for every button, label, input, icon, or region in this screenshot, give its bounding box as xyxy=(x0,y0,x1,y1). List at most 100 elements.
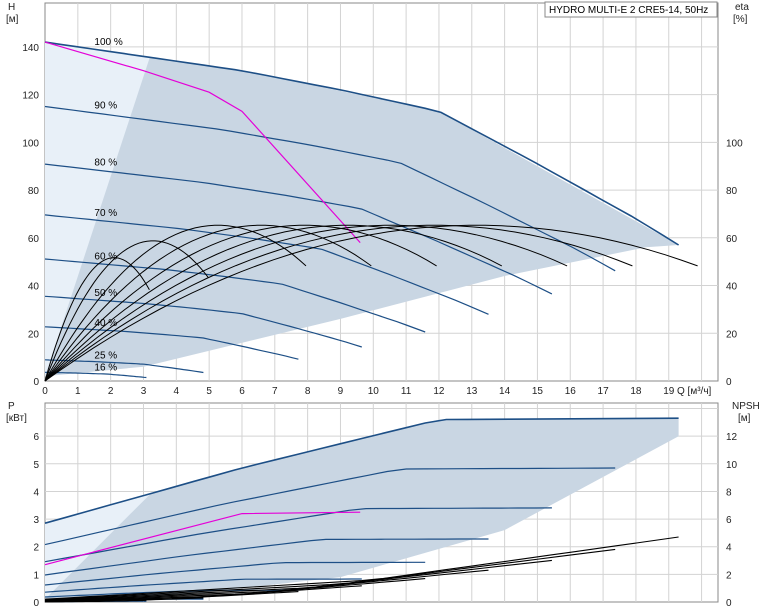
x-tick-label: 0 xyxy=(42,386,48,397)
head-curve-80 xyxy=(44,163,553,295)
y-axis-npsh-unit: [м] xyxy=(738,413,751,424)
npsh-curve-100 xyxy=(44,536,679,600)
efficiency-curves xyxy=(44,224,698,382)
npsh-tick-label: 6 xyxy=(726,515,732,526)
eta-curve-80 xyxy=(44,224,568,382)
power-curve-50 xyxy=(44,578,362,593)
y-axis-npsh-label: NPSH xyxy=(732,401,760,412)
y-tick-label: 40 xyxy=(28,282,40,293)
npsh-tick-label: 12 xyxy=(726,432,738,443)
head-curve-100 xyxy=(44,41,680,246)
eta-curve-16 xyxy=(44,257,150,382)
eta-tick-label: 0 xyxy=(726,377,732,388)
x-tick-label: 8 xyxy=(305,386,311,397)
p-tick-label: 2 xyxy=(33,543,39,554)
eta-tick-label: 60 xyxy=(726,234,738,245)
speed-label: 70 % xyxy=(94,208,117,219)
x-tick-label: 6 xyxy=(239,386,245,397)
y-axis-h-unit: [м] xyxy=(6,14,19,25)
y-tick-label: 120 xyxy=(22,91,39,102)
eta-curve-90 xyxy=(44,224,633,382)
p-tick-label: 3 xyxy=(33,515,39,526)
power-curves xyxy=(44,417,679,603)
x-tick-label: 1 xyxy=(75,386,81,397)
power-curve-80 xyxy=(44,507,552,563)
speed-labels: 100 % 90 % 80 % 70 % 60 % 50 % 40 % 25 %16 % xyxy=(94,37,122,373)
speed-label: 40 % xyxy=(94,318,117,329)
npsh-curve-16 xyxy=(45,599,147,603)
eta-curve-40 xyxy=(44,224,307,382)
x-tick-label: 11 xyxy=(401,386,412,397)
speed-label: 60 % xyxy=(94,251,117,262)
x-tick-label: 10 xyxy=(368,386,380,397)
head-curve-16 xyxy=(44,371,147,379)
eta-curve-70 xyxy=(44,224,503,382)
p-tick-label: 5 xyxy=(33,460,39,471)
npsh-tick-label: 8 xyxy=(726,487,732,498)
y-tick-label: 140 xyxy=(22,43,39,54)
speed-label: 50 % xyxy=(94,288,117,299)
y-axis-eta-label: eta xyxy=(735,2,749,13)
x-tick-label: 19 xyxy=(663,386,675,397)
eta-curve-100 xyxy=(44,224,698,382)
head-curve-40 xyxy=(44,326,299,360)
power-low-flow-region xyxy=(45,494,151,600)
power-curve-60 xyxy=(44,561,426,586)
head-curve-90 xyxy=(44,105,616,272)
x-tick-label: 17 xyxy=(598,386,610,397)
npsh-curve-80 xyxy=(44,559,552,601)
x-tick-label: 4 xyxy=(174,386,180,397)
eta-tick-label: 20 xyxy=(726,329,738,340)
x-tick-label: 2 xyxy=(108,386,114,397)
x-tick-label: 9 xyxy=(338,386,344,397)
p-tick-label: 0 xyxy=(33,598,39,609)
x-tick-label: 18 xyxy=(630,386,642,397)
npsh-curve-90 xyxy=(44,548,616,601)
y-tick-label: 100 xyxy=(22,138,39,149)
eta-tick-label: 40 xyxy=(726,282,738,293)
x-axis-label: Q [м³/ч] xyxy=(677,386,712,397)
y-axis-eta-unit: [%] xyxy=(733,14,748,25)
eta-curve-50 xyxy=(44,224,372,382)
npsh-tick-label: 2 xyxy=(726,570,732,581)
operating-power-curve xyxy=(44,511,361,566)
npsh-tick-label: 0 xyxy=(726,598,732,609)
x-tick-label: 13 xyxy=(466,386,478,397)
low-flow-region xyxy=(45,42,151,377)
x-tick-label: 7 xyxy=(272,386,278,397)
power-curve-70 xyxy=(44,538,489,576)
y-axis-p-label: P xyxy=(8,401,15,412)
eta-tick-label: 100 xyxy=(726,138,743,149)
x-tick-label: 14 xyxy=(499,386,511,397)
npsh-tick-label: 4 xyxy=(726,543,732,554)
y-tick-label: 80 xyxy=(28,186,40,197)
npsh-tick-label: 10 xyxy=(726,460,738,471)
x-tick-label: 12 xyxy=(433,386,445,397)
x-tick-label: 15 xyxy=(532,386,544,397)
head-curve-70 xyxy=(44,214,489,315)
eta-curve-25 xyxy=(44,240,209,382)
y-tick-label: 0 xyxy=(33,377,39,388)
y-tick-label: 20 xyxy=(28,329,40,340)
chart-title-box xyxy=(544,1,718,18)
y-axis-h-label: H xyxy=(8,2,15,13)
speed-label: 80 % xyxy=(94,158,117,169)
power-curve-90 xyxy=(44,467,616,546)
p-tick-label: 6 xyxy=(33,432,39,443)
y-tick-label: 60 xyxy=(28,234,40,245)
x-tick-label: 3 xyxy=(141,386,147,397)
p-tick-label: 1 xyxy=(33,570,39,581)
p-tick-label: 4 xyxy=(33,487,39,498)
operating-point-curve xyxy=(44,41,361,244)
power-curve-100 xyxy=(44,417,679,524)
x-tick-label: 5 xyxy=(206,386,212,397)
speed-label: 90 % xyxy=(94,101,117,112)
speed-label: 25 % xyxy=(94,350,117,361)
y-axis-p-unit: [кВт] xyxy=(6,413,27,424)
x-tick-label: 16 xyxy=(565,386,577,397)
chart-title: HYDRO MULTI-E 2 CRE5-14, 50Hz xyxy=(549,5,708,16)
eta-tick-label: 80 xyxy=(726,186,738,197)
speed-label: 16 % xyxy=(94,362,117,373)
